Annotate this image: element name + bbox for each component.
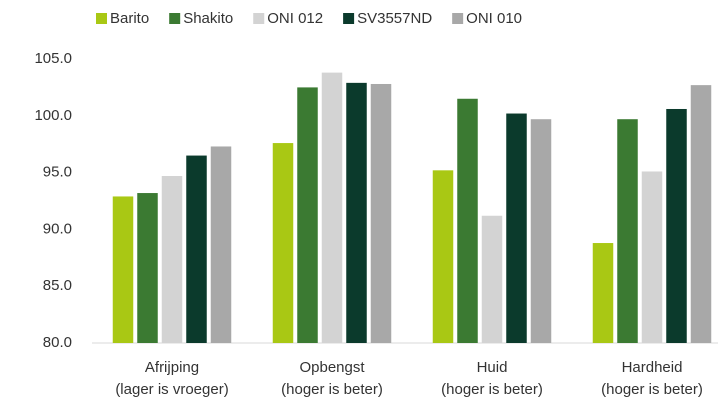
legend-swatch (343, 13, 355, 24)
legend-label: SV3557ND (357, 10, 432, 27)
bar (481, 215, 503, 343)
x-tick-label: (lager is vroeger) (115, 381, 228, 398)
bar (506, 113, 527, 343)
bar (666, 108, 687, 343)
y-tick-label: 90.0 (43, 220, 72, 237)
bar (617, 119, 638, 343)
x-tick-label: Afrijping (145, 359, 199, 376)
x-tick-label: (hoger is beter) (281, 381, 383, 398)
bar (161, 176, 183, 343)
bar (432, 170, 454, 343)
x-tick-label: Hardheid (622, 359, 683, 376)
y-tick-label: 85.0 (43, 277, 72, 294)
legend-label: Shakito (183, 10, 233, 27)
y-tick-label: 105.0 (34, 50, 72, 67)
bar (592, 243, 614, 343)
legend-label: ONI 012 (267, 10, 323, 27)
y-tick-label: 100.0 (34, 107, 72, 124)
bar (370, 83, 392, 343)
legend-swatch (96, 13, 107, 24)
legend-swatch (452, 13, 464, 24)
y-tick-label: 80.0 (43, 334, 72, 351)
bar (457, 98, 478, 343)
bar (210, 146, 232, 343)
bar (346, 82, 367, 343)
x-tick-label: Huid (477, 359, 508, 376)
bar (272, 143, 294, 343)
x-tick-label: (hoger is beter) (601, 381, 703, 398)
x-tick-label: Opbengst (299, 359, 365, 376)
bar (137, 193, 158, 343)
bar (321, 72, 343, 343)
bar (112, 196, 134, 343)
bar (186, 155, 207, 343)
x-tick-label: (hoger is beter) (441, 381, 543, 398)
bar (530, 119, 552, 343)
legend-label: Barito (110, 10, 149, 27)
bar (641, 171, 663, 343)
y-tick-label: 95.0 (43, 164, 72, 181)
bar (297, 87, 318, 344)
legend-label: ONI 010 (466, 10, 522, 27)
bar (690, 85, 712, 344)
legend-swatch (253, 13, 265, 24)
legend-swatch (169, 13, 181, 24)
